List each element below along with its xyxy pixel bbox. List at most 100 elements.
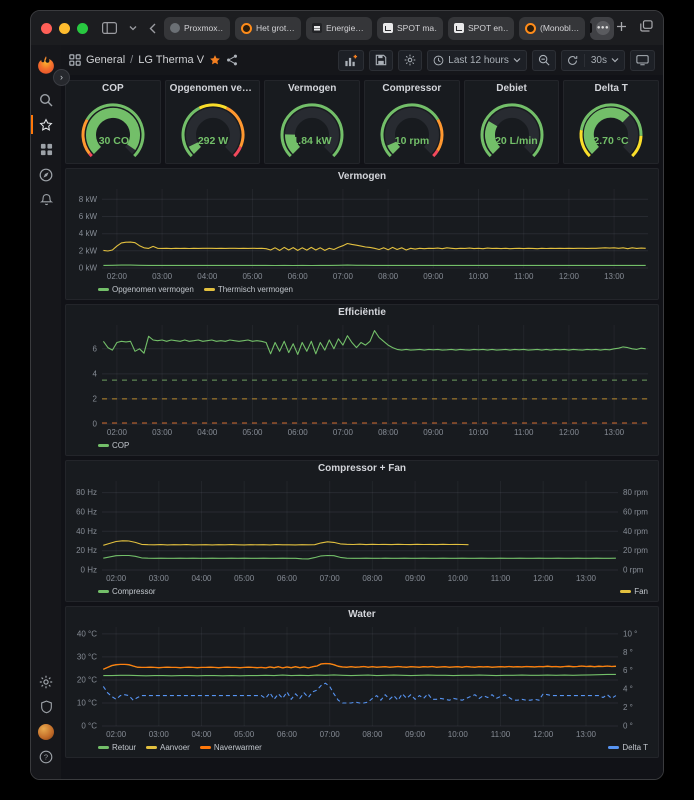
- address-bar-active-tab[interactable]: x grafana ●●●: [590, 16, 614, 40]
- server-admin-shield-icon[interactable]: [31, 694, 61, 719]
- legend-item-naverwarmer[interactable]: Naverwarmer: [199, 743, 262, 752]
- svg-text:13:00: 13:00: [576, 574, 597, 583]
- browser-tab-spot-energie[interactable]: SPOT en…: [448, 16, 514, 40]
- search-icon[interactable]: [31, 87, 61, 112]
- close-window-button[interactable]: [41, 22, 52, 34]
- svg-text:8.20 L/min: 8.20 L/min: [486, 135, 537, 147]
- orange-ring-favicon: [241, 22, 252, 34]
- panel-debiet: Debiet 8.20 L/min: [463, 80, 560, 164]
- browser-tab-energie[interactable]: Energie…: [306, 16, 372, 40]
- panel-title[interactable]: Opgenomen vermog…: [169, 83, 260, 94]
- share-dashboard-icon[interactable]: [226, 54, 238, 66]
- svg-text:07:00: 07:00: [320, 574, 341, 583]
- panel-title[interactable]: Vermogen: [288, 83, 337, 94]
- extension-badge-icon[interactable]: ●●●: [596, 21, 610, 35]
- tab-label: Het grot…: [256, 23, 295, 33]
- panel-cop: COP 6.30 COP: [65, 80, 161, 164]
- svg-text:03:00: 03:00: [149, 730, 170, 739]
- explore-compass-icon[interactable]: [31, 162, 61, 187]
- time-range-picker[interactable]: Last 12 hours: [427, 49, 527, 71]
- panel-opgenomen-vermogen: Opgenomen vermog… 292 W: [164, 80, 261, 164]
- svg-text:0: 0: [93, 420, 98, 429]
- new-tab-icon[interactable]: [616, 19, 627, 37]
- tv-mode-button[interactable]: [630, 49, 655, 71]
- svg-text:09:00: 09:00: [423, 272, 444, 281]
- panel-title[interactable]: Compressor: [382, 83, 442, 94]
- window-controls: [41, 22, 88, 34]
- tab-overview-icon[interactable]: [640, 19, 653, 37]
- favorite-star-icon[interactable]: [209, 54, 221, 66]
- panel-delta-t: Delta T 2.70 °C: [563, 80, 660, 164]
- panel-efficientie-chart: Efficiëntie 0 2 4 6 02:00 03:00 04:00 05:00 06:0…: [65, 304, 659, 456]
- legend-item-delta-t[interactable]: Delta T: [608, 743, 648, 752]
- svg-text:60 rpm: 60 rpm: [623, 508, 648, 517]
- legend-item-retour[interactable]: Retour: [98, 743, 136, 752]
- svg-text:02:00: 02:00: [107, 272, 128, 281]
- zoom-out-time-button[interactable]: [531, 49, 556, 71]
- panel-title[interactable]: Delta T: [594, 83, 628, 94]
- chevron-down-icon[interactable]: [129, 25, 137, 31]
- panel-water-chart: Water 0 °C 10 °C 20 °C 30 °C 40 °C 0 ° 2 ° 4 ° 6…: [65, 606, 659, 758]
- svg-text:08:00: 08:00: [362, 574, 383, 583]
- add-panel-button[interactable]: [338, 49, 365, 71]
- svg-text:10 °C: 10 °C: [77, 699, 97, 708]
- panel-title[interactable]: Efficiëntie: [338, 307, 386, 318]
- alerting-bell-icon[interactable]: [31, 187, 61, 212]
- back-button[interactable]: [149, 23, 156, 34]
- sidebar-item-starred[interactable]: [31, 112, 61, 137]
- svg-text:04:00: 04:00: [197, 272, 218, 281]
- svg-text:40 rpm: 40 rpm: [623, 527, 648, 536]
- svg-text:05:00: 05:00: [242, 428, 263, 437]
- browser-tab-monoblock[interactable]: (Monobl…: [519, 16, 585, 40]
- legend-item-compressor[interactable]: Compressor: [98, 587, 156, 596]
- refresh-picker[interactable]: 30s: [560, 49, 625, 71]
- legend-item-cop[interactable]: COP: [98, 441, 129, 450]
- svg-text:8 kW: 8 kW: [79, 195, 98, 204]
- svg-text:13:00: 13:00: [604, 428, 625, 437]
- configuration-gear-icon[interactable]: [31, 669, 61, 694]
- panel-title[interactable]: Compressor + Fan: [317, 463, 407, 474]
- save-dashboard-button[interactable]: [369, 49, 394, 71]
- panel-title[interactable]: COP: [102, 83, 124, 94]
- tab-label: Proxmox…: [184, 23, 224, 33]
- legend-item-aanvoer[interactable]: Aanvoer: [146, 743, 190, 752]
- help-icon[interactable]: ?: [31, 744, 61, 769]
- cop-gauge: 6.30 COP: [66, 96, 160, 163]
- svg-text:04:00: 04:00: [197, 428, 218, 437]
- minimize-window-button[interactable]: [59, 22, 70, 34]
- legend-item-fan[interactable]: Fan: [620, 587, 648, 596]
- svg-text:40 Hz: 40 Hz: [76, 527, 97, 536]
- delta-t-gauge: 2.70 °C: [564, 96, 658, 163]
- panel-title[interactable]: Vermogen: [337, 171, 387, 182]
- svg-text:10:00: 10:00: [448, 730, 469, 739]
- legend-item-thermisch-vermogen[interactable]: Thermisch vermogen: [203, 285, 293, 294]
- legend-swatch: [98, 287, 109, 291]
- svg-text:08:00: 08:00: [378, 272, 399, 281]
- svg-text:02:00: 02:00: [107, 428, 128, 437]
- tab-label: SPOT ma…: [397, 23, 437, 33]
- svg-text:20 rpm: 20 rpm: [623, 546, 648, 555]
- legend-item-opgenomen-vermogen[interactable]: Opgenomen vermogen: [98, 285, 194, 294]
- dashboard-settings-button[interactable]: [398, 49, 423, 71]
- panel-title[interactable]: Debiet: [496, 83, 527, 94]
- dashboards-grid-icon[interactable]: [31, 137, 61, 162]
- open-menu-chevron-button[interactable]: ›: [53, 69, 70, 86]
- breadcrumb-title[interactable]: LG Therma V: [138, 54, 205, 66]
- panel-compressor-gauge: Compressor 10 rpm: [364, 80, 460, 164]
- opgenomen-vermogen-gauge: 292 W: [166, 96, 260, 163]
- dashboard-grid: COP 6.30 COP Opgenomen vermog… 292 W Ver…: [61, 75, 663, 779]
- svg-text:10:00: 10:00: [468, 272, 489, 281]
- grafana-main: › General / LG Therma V: [53, 45, 663, 779]
- fullscreen-window-button[interactable]: [77, 22, 88, 34]
- breadcrumb-section[interactable]: General: [86, 54, 126, 66]
- white-chart-favicon: [454, 23, 464, 33]
- svg-text:03:00: 03:00: [152, 272, 173, 281]
- sidebar-toggle-icon[interactable]: [102, 22, 117, 34]
- orange-ring-favicon: [525, 22, 536, 34]
- browser-tab-proxmox[interactable]: Proxmox…: [164, 16, 230, 40]
- browser-tab-spot-markt[interactable]: SPOT ma…: [377, 16, 443, 40]
- panel-title[interactable]: Water: [348, 609, 376, 620]
- browser-tab-het-grote[interactable]: Het grot…: [235, 16, 301, 40]
- grafana-logo[interactable]: [31, 51, 61, 79]
- user-avatar[interactable]: [31, 719, 61, 744]
